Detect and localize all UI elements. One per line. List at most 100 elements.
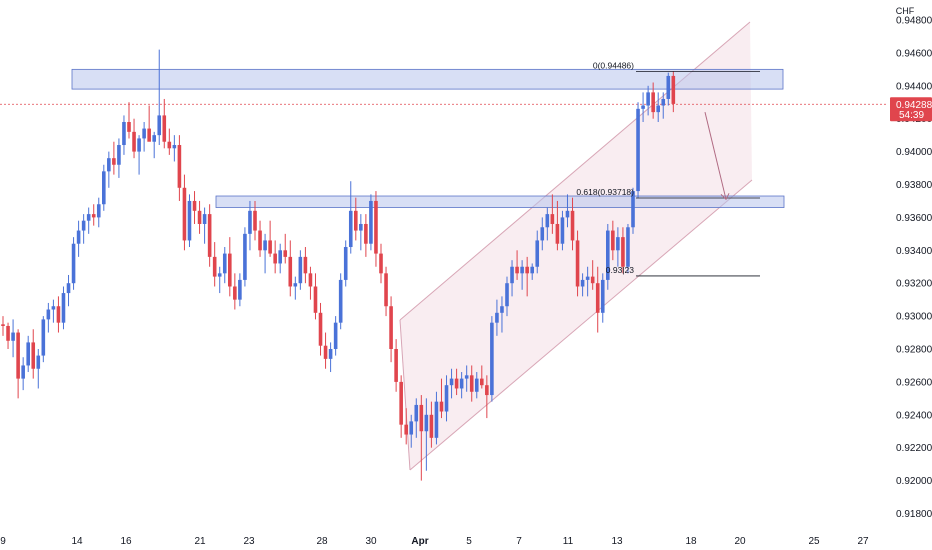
y-tick-label: 0.93400 <box>896 246 932 257</box>
candle-body <box>379 253 383 274</box>
candle <box>590 260 595 290</box>
candle-body <box>61 293 66 323</box>
y-tick-label: 0.94800 <box>896 16 932 27</box>
candle-body <box>454 378 459 389</box>
candle <box>333 316 338 356</box>
x-tick-label: 23 <box>243 536 255 547</box>
candle-body <box>540 227 545 241</box>
candle <box>202 207 207 244</box>
candle <box>157 49 162 146</box>
candle <box>41 316 46 363</box>
candle <box>16 329 20 399</box>
y-tick-label: 0.93800 <box>896 180 932 191</box>
x-tick-label: 13 <box>611 536 623 547</box>
candle <box>318 302 323 356</box>
x-tick-label: Apr <box>411 536 428 547</box>
candle <box>162 98 167 149</box>
candle <box>147 105 151 142</box>
candle <box>459 372 464 399</box>
candle-body <box>102 171 106 205</box>
candle <box>439 378 444 419</box>
candle-body <box>328 349 333 359</box>
x-tick-label: 5 <box>466 536 472 547</box>
y-tick-label: 0.93200 <box>896 279 932 290</box>
candle <box>233 273 237 310</box>
y-tick-label: 0.94400 <box>896 81 932 92</box>
candle <box>621 227 625 274</box>
candle <box>535 230 540 274</box>
fib-label: 0.93|23 <box>606 265 634 275</box>
candle <box>86 207 91 234</box>
candle <box>268 220 272 257</box>
candle-body <box>646 92 650 106</box>
candle-body <box>636 108 640 192</box>
candle-body <box>36 355 41 369</box>
candle <box>348 181 353 254</box>
candle-body <box>449 378 454 386</box>
candle-body <box>585 276 590 280</box>
candle <box>364 214 368 257</box>
candle <box>283 233 288 264</box>
candle <box>565 194 570 228</box>
candle <box>1 316 5 336</box>
candle <box>474 372 479 399</box>
candle <box>490 316 494 402</box>
candle-body <box>666 75 671 99</box>
candle-body <box>535 240 540 267</box>
candle-body <box>631 191 635 228</box>
candle <box>132 118 136 159</box>
candle-body <box>343 247 348 280</box>
candle-body <box>359 223 363 231</box>
candle-body <box>167 141 172 149</box>
candle <box>585 266 590 297</box>
candle <box>127 102 131 139</box>
candle <box>409 414 414 448</box>
candle-body <box>525 266 529 274</box>
candle-body <box>51 306 56 310</box>
candle <box>142 121 146 152</box>
candle-body <box>485 385 489 396</box>
candle-body <box>414 404 419 422</box>
candle <box>449 368 454 399</box>
candle <box>575 230 580 297</box>
support-zone <box>215 195 785 208</box>
candle-body <box>439 401 444 412</box>
candle-body <box>364 223 368 244</box>
x-tick-label: 27 <box>857 536 869 547</box>
candle <box>187 194 192 248</box>
candle-body <box>389 306 393 349</box>
candle-body <box>606 230 610 280</box>
candle-body <box>626 227 630 267</box>
candle-body <box>469 375 474 392</box>
candle-body <box>162 115 167 142</box>
candle-body <box>177 145 182 188</box>
candle-body <box>112 158 116 165</box>
candle-body <box>575 240 580 287</box>
current-price-badge <box>890 97 932 122</box>
candle-body <box>228 253 232 287</box>
candle <box>313 273 318 320</box>
candle <box>56 296 61 333</box>
candle <box>122 115 126 155</box>
candle-body <box>313 286 318 313</box>
candle-body <box>394 349 398 382</box>
candle <box>26 335 30 373</box>
candle-body <box>217 273 222 277</box>
candle-body <box>26 342 30 366</box>
candle-body <box>409 421 414 435</box>
candle-body <box>600 279 605 313</box>
candle <box>323 332 328 369</box>
y-tick-label: 0.94000 <box>896 147 932 158</box>
candle-body <box>212 256 217 277</box>
candle-body <box>293 283 298 287</box>
candle-body <box>424 414 429 432</box>
candle-body <box>459 378 464 389</box>
candle <box>338 273 343 330</box>
candle <box>429 401 434 448</box>
candle <box>651 82 655 119</box>
candle <box>495 299 499 336</box>
candle-body <box>41 319 46 356</box>
channel-left-edge <box>399 319 411 471</box>
candle <box>611 220 615 261</box>
